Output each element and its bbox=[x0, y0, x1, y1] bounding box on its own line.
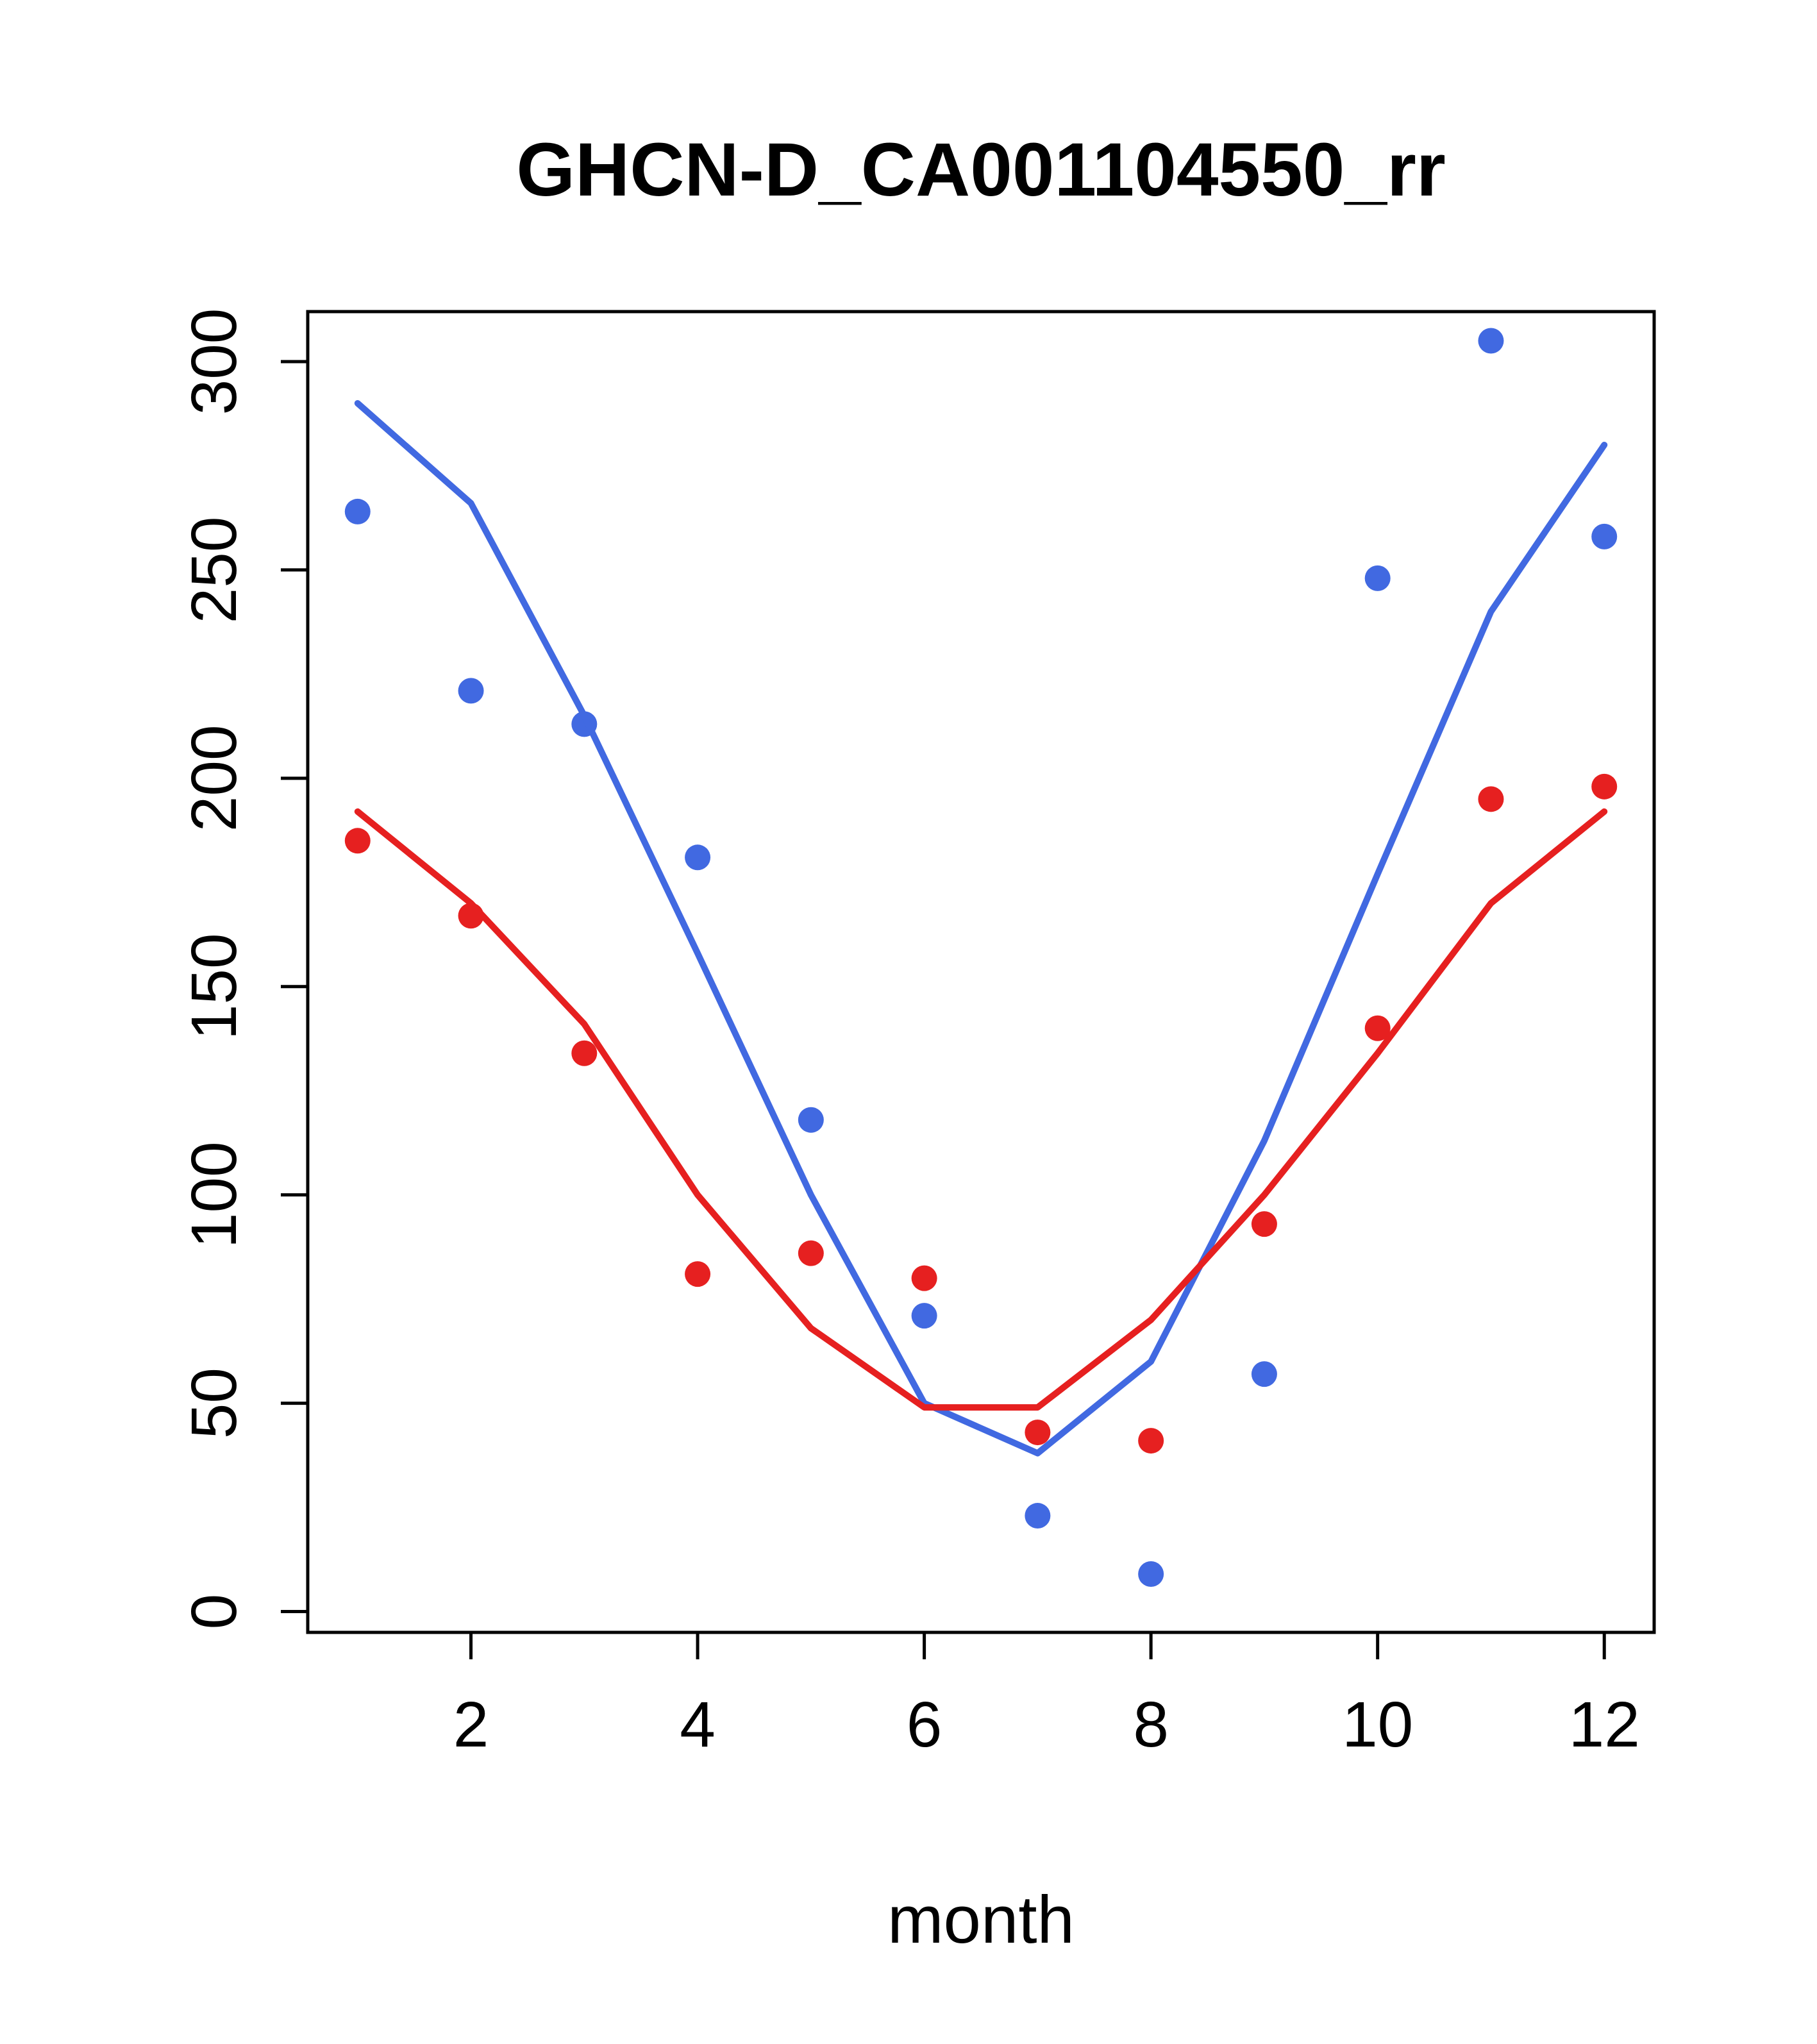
red-points-point bbox=[1478, 786, 1504, 812]
red-points-point bbox=[1591, 773, 1618, 800]
x-tick-label: 8 bbox=[1133, 1689, 1169, 1761]
blue-points-point bbox=[1138, 1561, 1164, 1587]
red-points-point bbox=[685, 1261, 711, 1287]
blue-points-point bbox=[1364, 565, 1391, 591]
y-tick-label: 50 bbox=[178, 1368, 250, 1439]
red-points-point bbox=[1138, 1428, 1164, 1454]
red-points-point bbox=[1364, 1015, 1391, 1041]
red-points-point bbox=[1251, 1211, 1277, 1237]
blue-points-point bbox=[458, 678, 484, 704]
y-tick-label: 200 bbox=[178, 725, 250, 832]
y-tick-label: 0 bbox=[178, 1594, 250, 1630]
red-points-point bbox=[571, 1040, 598, 1066]
blue-points-point bbox=[685, 844, 711, 871]
red-line bbox=[354, 808, 1608, 1411]
x-tick-label: 4 bbox=[680, 1689, 716, 1761]
y-tick-label: 300 bbox=[178, 308, 250, 415]
red-points-point bbox=[798, 1240, 824, 1266]
x-tick-label: 2 bbox=[453, 1689, 489, 1761]
red-points-point bbox=[344, 828, 371, 854]
x-tick-label: 12 bbox=[1569, 1689, 1640, 1761]
blue-points-point bbox=[911, 1303, 937, 1329]
y-tick-label: 100 bbox=[178, 1141, 250, 1248]
x-axis-label: month bbox=[887, 1882, 1075, 1957]
blue-line bbox=[354, 399, 1608, 1457]
blue-points-point bbox=[798, 1107, 824, 1133]
blue-points-point bbox=[1591, 523, 1618, 549]
blue-points-point bbox=[1478, 328, 1504, 354]
blue-points-point bbox=[1025, 1503, 1051, 1529]
blue-points-point bbox=[1251, 1361, 1277, 1387]
plot-area: 2 4 6 8 10 12 0 50 100 150 200 250 300 bbox=[178, 308, 1656, 1761]
chart-title: GHCN-D_CA001104550_rr bbox=[516, 128, 1446, 212]
plot-box bbox=[306, 310, 1656, 1634]
y-tick-label: 150 bbox=[178, 933, 250, 1040]
x-tick-label: 6 bbox=[907, 1689, 942, 1761]
blue-points-point bbox=[344, 498, 371, 524]
y-tick-label: 250 bbox=[178, 516, 250, 623]
red-points-point bbox=[1025, 1420, 1051, 1446]
red-points-point bbox=[911, 1265, 937, 1291]
x-tick-label: 10 bbox=[1342, 1689, 1413, 1761]
